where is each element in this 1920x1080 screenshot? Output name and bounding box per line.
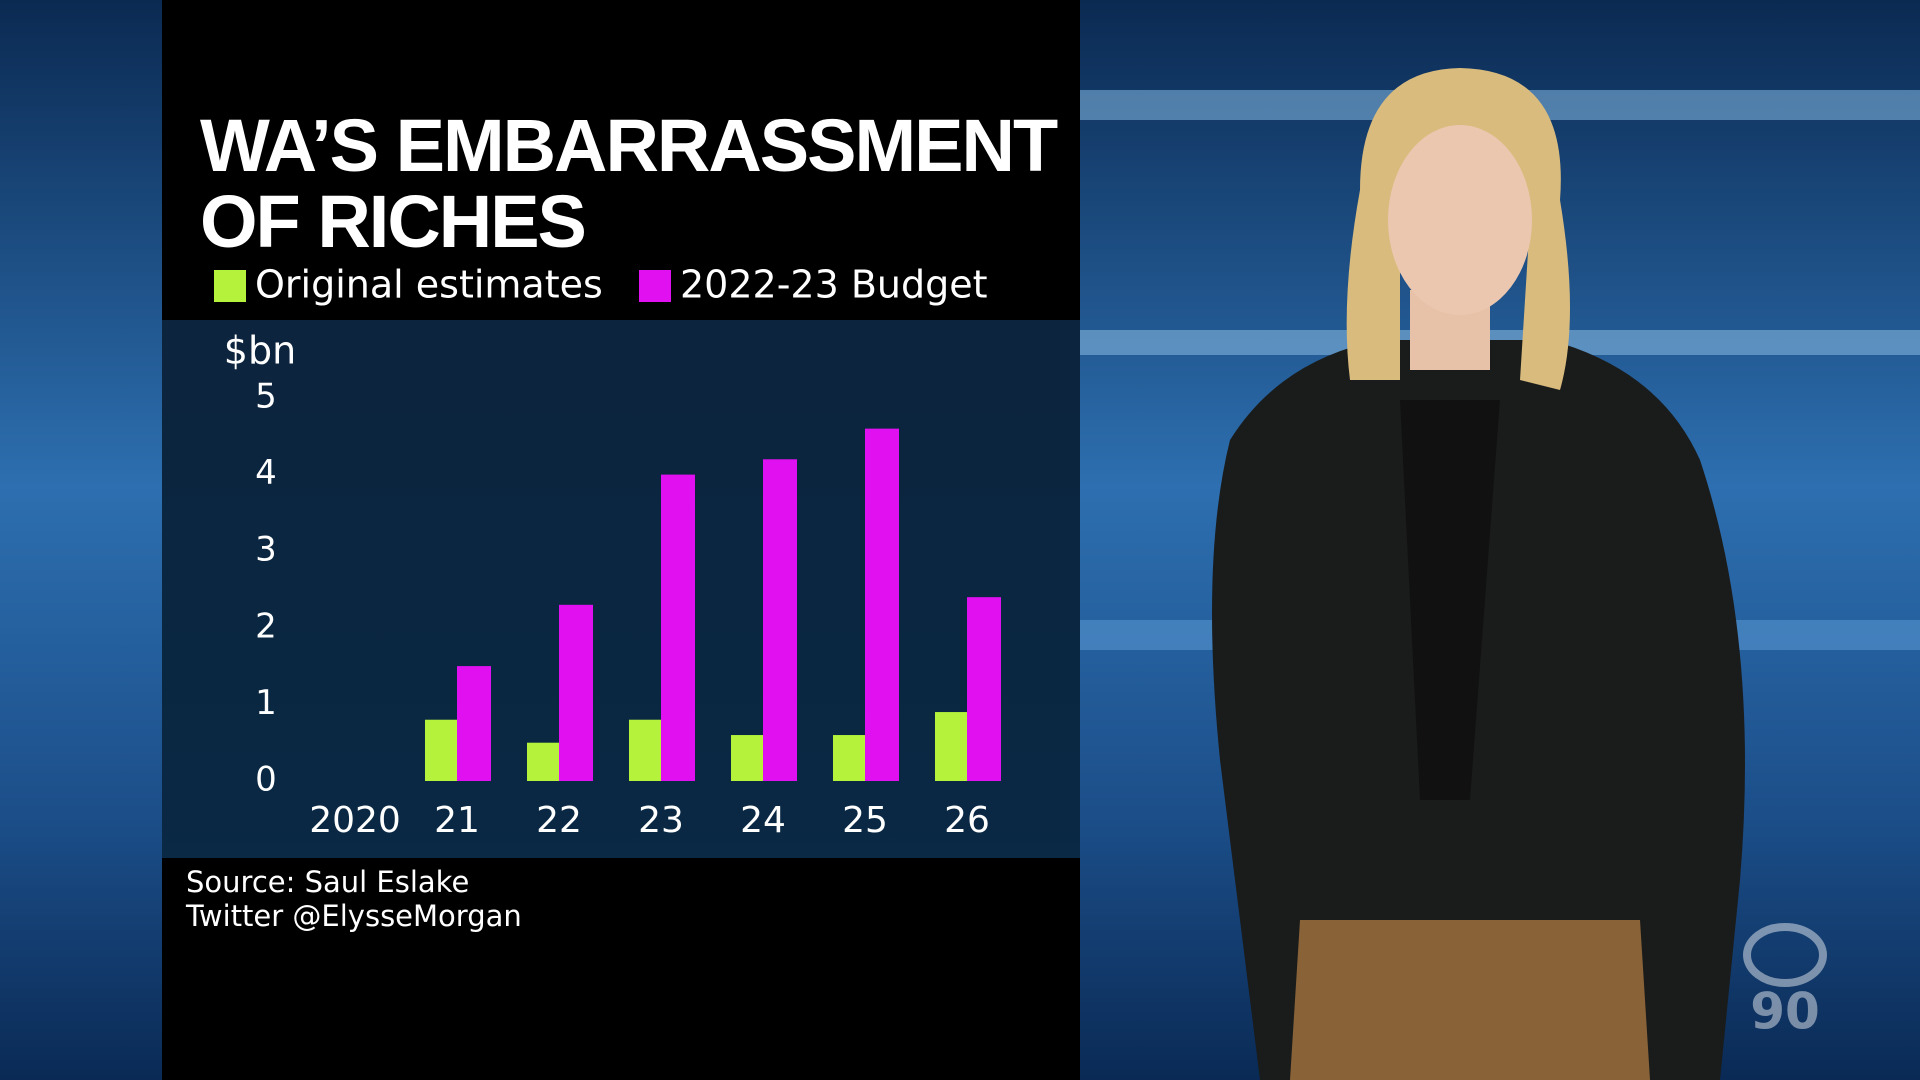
x-tick-label: 21 <box>434 800 480 841</box>
abc-logo: 90 <box>1743 923 1827 1041</box>
x-tick-label: 23 <box>638 800 684 841</box>
chart-area <box>162 320 1080 858</box>
x-tick-label: 25 <box>842 800 888 841</box>
bar <box>935 712 967 781</box>
presenter <box>1212 68 1745 1080</box>
bar <box>763 459 797 781</box>
bar <box>629 719 661 781</box>
bar <box>731 735 763 781</box>
source-line: Twitter @ElysseMorgan <box>185 899 522 933</box>
y-tick-label: 3 <box>255 530 277 570</box>
bar <box>527 742 559 781</box>
source-line: Source: Saul Eslake <box>186 865 469 899</box>
x-tick-label: 24 <box>740 800 786 841</box>
x-tick-label: 26 <box>944 800 990 841</box>
chart-title: WA’S EMBARRASSMENT OF RICHES <box>200 104 1058 263</box>
legend-label: 2022-23 Budget <box>680 263 988 307</box>
bar <box>559 604 593 781</box>
x-tick-label: 2020 <box>309 800 401 841</box>
x-tick-label: 22 <box>536 800 582 841</box>
y-tick-label: 0 <box>255 760 277 800</box>
y-tick-label: 2 <box>255 606 277 646</box>
chart: $bn Source: Saul Eslake Twitter @ElysseM… <box>185 263 1001 933</box>
legend-label: Original estimates <box>255 263 603 307</box>
bar <box>425 719 457 781</box>
y-tick-label: 4 <box>255 453 277 493</box>
y-tick-label: 1 <box>255 683 277 723</box>
bar <box>865 428 899 781</box>
y-tick-label: 5 <box>255 377 277 417</box>
logo-text: 90 <box>1750 983 1820 1041</box>
legend-swatch <box>639 270 671 302</box>
bar <box>833 735 865 781</box>
bar <box>457 666 491 781</box>
y-axis-label: $bn <box>224 329 296 373</box>
legend-swatch <box>214 270 246 302</box>
bar <box>661 474 695 781</box>
bar <box>967 597 1001 781</box>
